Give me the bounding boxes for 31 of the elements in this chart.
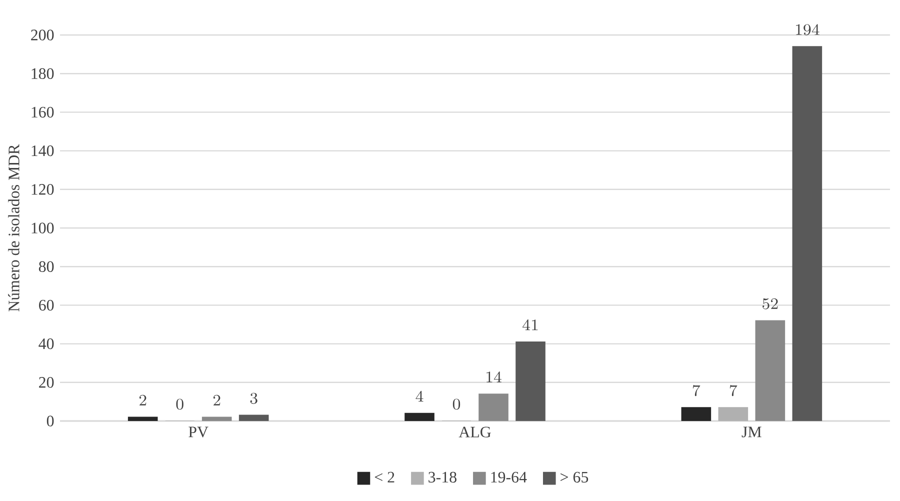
legend-label: > 65 (560, 472, 588, 483)
x-tick-label: ALG (458, 426, 491, 438)
data-label: 0 (176, 398, 184, 410)
y-tick-label: 180 (32, 68, 54, 79)
y-tick-label: 60 (39, 300, 54, 311)
legend-label: < 2 (374, 472, 394, 482)
legend-label: 3-18 (428, 472, 456, 483)
y-tick-label: 200 (31, 30, 54, 40)
y-tick-label: 40 (38, 338, 54, 350)
data-label: 7 (692, 384, 700, 396)
y-tick-label: 0 (46, 416, 54, 426)
data-label: 0 (452, 398, 460, 410)
data-label: 4 (416, 390, 424, 402)
y-tick-label: 20 (39, 377, 54, 388)
data-label: 41 (522, 319, 538, 330)
y-axis-title: Número de isolados MDR (8, 144, 20, 312)
y-tick-label: 160 (32, 106, 54, 118)
data-label: 3 (250, 392, 258, 404)
y-tick-label: 80 (38, 261, 54, 272)
x-tick-label: PV (188, 426, 208, 438)
y-tick-label: 120 (32, 184, 54, 195)
data-label: 194 (796, 24, 820, 36)
y-tick-label: 100 (32, 222, 54, 234)
data-label: 14 (486, 372, 502, 382)
x-tick-label: JM (742, 426, 762, 438)
legend-label: 19-64 (491, 472, 527, 483)
data-label: 7 (730, 384, 738, 396)
data-label: 2 (213, 394, 220, 406)
data-label: 2 (139, 394, 146, 406)
data-label: 52 (762, 298, 778, 310)
y-tick-label: 140 (32, 145, 54, 156)
